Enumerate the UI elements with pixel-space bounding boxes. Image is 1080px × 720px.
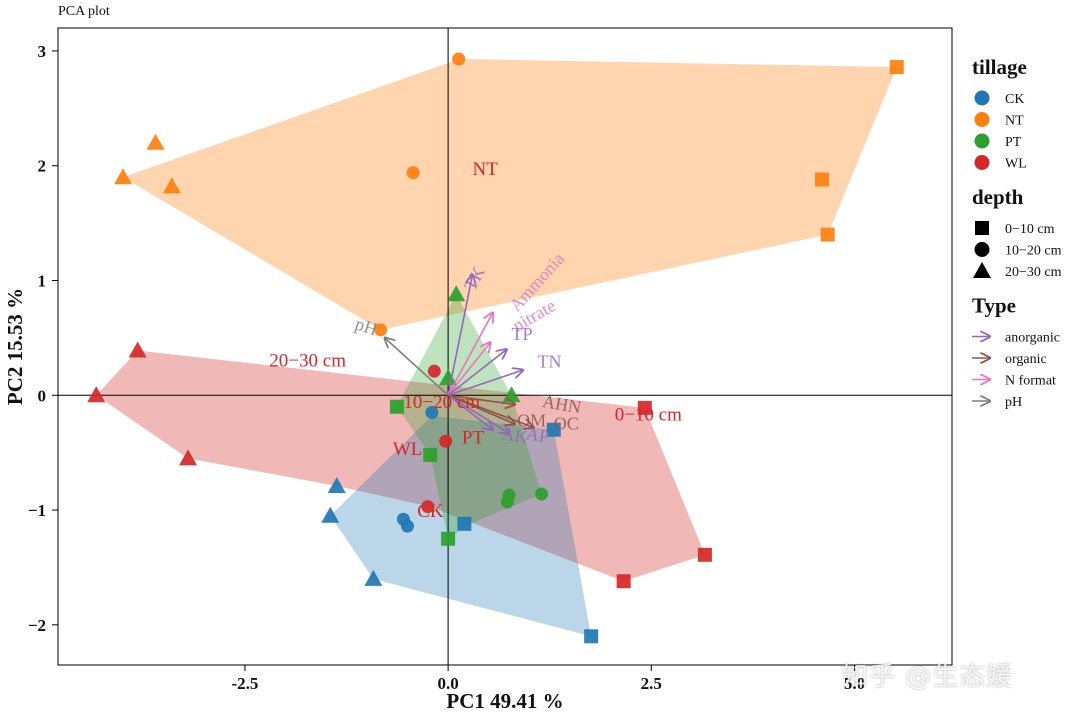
watermark: 知乎 @生态媛 — [842, 662, 1014, 692]
data-point-nt — [114, 168, 133, 185]
legend-label: organic — [1005, 352, 1047, 367]
data-point-wl — [439, 434, 453, 448]
group-annotation: NT — [472, 159, 498, 180]
data-point-ck — [584, 629, 599, 644]
data-point-ck — [400, 519, 414, 533]
y-tick-label: 3 — [38, 42, 47, 61]
legend-marker — [975, 221, 989, 235]
legend-label: WL — [1005, 157, 1027, 172]
data-point-wl — [697, 547, 712, 562]
legend-marker — [974, 90, 990, 106]
loading-arrow-ammonia — [447, 313, 493, 396]
hull-NT — [123, 58, 897, 330]
data-point-wl — [616, 574, 631, 589]
data-point-wl — [128, 341, 147, 358]
group-annotation: 0−10 cm — [615, 405, 682, 426]
data-point-pt — [423, 447, 438, 462]
legend-label: 10−20 cm — [1005, 244, 1062, 259]
loading-label-tp: TP — [512, 324, 533, 344]
legend: tillage CK NT PT WL depth 0−10 cm 10−20 cm 20−30… — [972, 55, 1062, 410]
data-point-ck — [546, 422, 561, 437]
legend-label: 0−10 cm — [1005, 222, 1055, 237]
loading-arrow-tn — [447, 370, 523, 397]
group-annotation: CK — [417, 501, 444, 522]
legend-title-depth: depth — [972, 185, 1024, 209]
data-point-pt — [441, 531, 456, 546]
data-point-pt — [500, 495, 514, 509]
data-point-wl — [421, 500, 435, 514]
y-tick-label: 0 — [38, 386, 47, 405]
loading-arrow-tp — [447, 349, 507, 396]
data-point-nt — [452, 52, 466, 66]
data-point-ck — [364, 569, 383, 586]
data-point-wl — [637, 400, 652, 415]
legend-marker — [974, 133, 990, 149]
data-point-ck — [425, 405, 439, 419]
legend-label: pH — [1005, 395, 1022, 410]
loading-arrow-ahn — [447, 394, 515, 404]
loading-arrow-oc — [447, 394, 533, 427]
loading-label-oc: OC — [554, 414, 579, 434]
y-axis-label: PC2 15.53 % — [3, 288, 27, 405]
data-point-nt — [814, 172, 829, 187]
legend-title-type: Type — [972, 294, 1016, 318]
data-point-wl — [87, 386, 106, 403]
legend-title-tillage: tillage — [972, 55, 1027, 79]
data-point-ck — [327, 476, 346, 493]
data-point-nt — [162, 177, 181, 194]
y-tick-label: −1 — [28, 501, 46, 520]
group-annotation: 20−30 cm — [269, 351, 346, 372]
x-tick-label: 0.0 — [437, 674, 458, 693]
data-point-nt — [406, 166, 420, 180]
x-tick-label: 2.5 — [641, 674, 662, 693]
loading-arrow-ak — [447, 394, 493, 429]
legend-label: anorganic — [1005, 331, 1060, 346]
data-point-pt — [389, 399, 404, 414]
loading-label-tn: TN — [538, 352, 562, 372]
data-point-nt — [374, 323, 388, 337]
group-annotation: PT — [462, 427, 485, 448]
legend-label: NT — [1005, 114, 1024, 129]
data-point-pt — [439, 369, 458, 386]
y-tick-label: −2 — [28, 616, 46, 635]
loading-arrow-ph — [385, 338, 449, 396]
hull-PT — [396, 294, 542, 539]
data-point-nt — [889, 60, 904, 75]
legend-marker — [974, 155, 990, 170]
group-annotation: 10−20 cm — [403, 392, 480, 413]
hull-WL — [96, 350, 705, 582]
legend-label: PT — [1005, 135, 1022, 150]
legend-marker — [974, 242, 990, 257]
data-point-nt — [820, 227, 835, 242]
data-point-wl — [179, 449, 198, 466]
loading-arrow-tk — [447, 275, 472, 396]
legend-marker — [973, 262, 991, 278]
loading-arrow-nitrate — [447, 342, 490, 396]
y-tick-label: 1 — [38, 272, 47, 291]
legend-marker — [974, 112, 990, 127]
data-point-pt — [535, 487, 549, 501]
legend-label: CK — [1005, 92, 1024, 107]
group-annotation: WL — [393, 439, 423, 460]
data-point-pt — [447, 285, 466, 302]
legend-label: N format — [1005, 374, 1056, 389]
y-tick-label: 2 — [38, 157, 47, 176]
loading-label-ap: AP — [525, 423, 551, 447]
x-tick-label: 5.0 — [844, 674, 865, 693]
data-point-nt — [146, 133, 165, 150]
legend-label: 20−30 cm — [1005, 265, 1062, 280]
data-point-ck — [321, 506, 340, 523]
x-axis-label: PC1 49.41 % — [446, 689, 563, 713]
x-tick-label: -2.5 — [231, 674, 258, 693]
data-point-ck — [457, 516, 472, 531]
loading-arrow-ap — [447, 394, 509, 433]
plot-frame — [57, 27, 953, 666]
data-point-wl — [427, 364, 441, 378]
page-label: PCA plot — [58, 4, 110, 19]
